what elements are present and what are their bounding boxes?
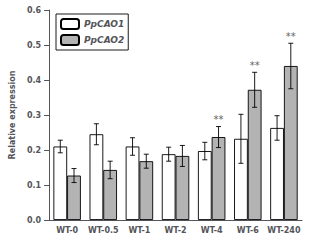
svg-text:WT-6: WT-6	[237, 226, 259, 235]
svg-text:Relative expression: Relative expression	[8, 70, 17, 159]
svg-text:WT-1: WT-1	[128, 226, 150, 235]
svg-text:WT-240: WT-240	[267, 226, 301, 235]
svg-text:**: **	[250, 60, 260, 71]
svg-text:0.0: 0.0	[27, 216, 42, 225]
svg-text:0.1: 0.1	[27, 181, 42, 190]
svg-text:0.6: 0.6	[27, 6, 42, 15]
svg-text:0.4: 0.4	[27, 76, 42, 85]
svg-text:WT-0: WT-0	[56, 226, 78, 235]
svg-text:PpCAO2: PpCAO2	[84, 35, 124, 45]
svg-text:WT-4: WT-4	[201, 226, 223, 235]
svg-text:WT-0.5: WT-0.5	[88, 226, 119, 235]
svg-text:0.3: 0.3	[27, 111, 41, 120]
svg-text:**: **	[214, 114, 224, 125]
svg-text:**: **	[286, 31, 296, 42]
svg-text:WT-2: WT-2	[165, 226, 187, 235]
svg-text:0.2: 0.2	[27, 146, 41, 155]
svg-text:0.5: 0.5	[27, 41, 42, 50]
svg-text:PpCAO1: PpCAO1	[84, 19, 124, 29]
